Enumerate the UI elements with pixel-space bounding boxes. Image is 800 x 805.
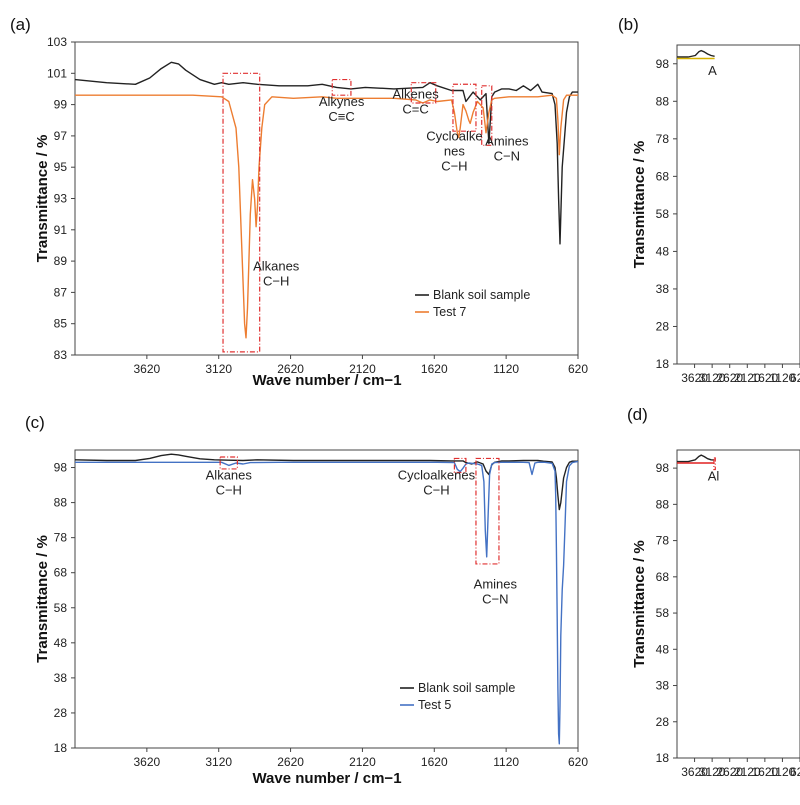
annotation-text: Alkanes [206,467,253,482]
annotation-text: C−N [482,591,508,606]
x-tick-label: 1620 [421,362,448,376]
x-tick-label: 1120 [493,362,519,376]
y-tick-label: 28 [656,319,670,333]
annotation-text: C−H [441,159,467,174]
y-axis-label: Transmittance / % [631,540,648,668]
annotation-text: Alkenes [392,86,439,101]
panel-d: (d)1828384858687888983620312026202120162… [627,405,800,779]
x-tick-label: 3120 [205,755,232,769]
y-tick-label: 78 [656,132,670,146]
panel-b: (b)1828384858687888983620312026202120162… [618,15,800,385]
panel-c: (c) 18 28 38 48 58 68 78 88 98 3620 3120 2620 2120 162… [25,413,588,787]
y-tick-label: 28 [656,715,670,729]
y-tick-label: 83 [54,348,68,362]
y-tick-label: 38 [656,282,670,296]
annotation-text: Amines [485,133,529,148]
annotation-text: Alkynes [319,94,365,109]
x-tick-label: 1120 [493,755,519,769]
y-tick-label: 48 [54,636,68,650]
plot-frame [677,450,800,758]
legend-label: Blank soil sample [433,288,530,302]
x-tick-label: 1620 [421,755,448,769]
y-tick-label: 68 [656,570,670,584]
y-axis-label: Transmittance / % [631,141,648,269]
y-tick-label: 99 [54,98,68,112]
x-tick-label: 3620 [134,755,161,769]
legend-label: Test 5 [418,698,451,712]
annotation-text: C=C [402,101,428,116]
y-tick-label: 98 [656,57,670,71]
legend-label: Test 7 [433,305,466,319]
x-tick-label: 3120 [205,362,232,376]
y-tick-label: 18 [54,741,68,755]
y-axis-label: Transmittance / % [34,535,51,663]
y-tick-label: 88 [656,497,670,511]
series-group [677,455,715,463]
annotation-box [223,73,260,352]
annotation-text: Alkanes [253,258,300,273]
y-tick-label: 101 [47,66,67,80]
annotation-text: Amines [474,576,518,591]
annotation-text: Al [708,468,720,483]
y-tick-label: 58 [656,606,670,620]
annotation-text: C−N [494,148,520,163]
y-tick-label: 18 [656,751,670,765]
y-tick-label: 38 [656,679,670,693]
panel-label: (a) [10,15,31,34]
y-tick-label: 98 [656,461,670,475]
y-tick-label: 85 [54,317,68,331]
y-tick-label: 48 [656,642,670,656]
annotation-text: C−H [263,273,289,288]
series-line-0 [677,51,715,57]
y-tick-label: 48 [656,244,670,258]
y-tick-label: 93 [54,192,68,206]
x-tick-label: 3620 [134,362,161,376]
y-axis-label: Transmittance / % [34,135,51,263]
y-tick-label: 58 [656,207,670,221]
y-tick-label: 98 [54,461,68,475]
x-tick-label: 620 [568,362,588,376]
legend-label: Blank soil sample [418,681,515,695]
y-tick-label: 89 [54,254,68,268]
plot-frame [677,45,800,364]
y-tick-label: 78 [54,531,68,545]
series-line-0 [677,455,715,462]
y-tick-label: 68 [656,169,670,183]
x-axis-label: Wave number / cm−1 [252,770,401,787]
panel-label: (c) [25,413,45,432]
y-tick-label: 91 [54,223,68,237]
y-tick-label: 28 [54,706,68,720]
annotation-text: C≡C [328,109,354,124]
y-tick-label: 68 [54,566,68,580]
y-tick-label: 58 [54,601,68,615]
x-tick-label: 2620 [277,755,304,769]
series-group [677,51,715,59]
panel-label: (b) [618,15,639,34]
y-tick-label: 38 [54,671,68,685]
y-tick-label: 88 [656,94,670,108]
annotation-text: C−H [423,482,449,497]
y-tick-label: 78 [656,534,670,548]
annotation-text: A [708,63,717,78]
x-tick-label: 2120 [349,755,376,769]
panel-label: (d) [627,405,648,424]
x-tick-label: 620 [790,371,800,385]
x-axis-label: Wave number / cm−1 [252,372,401,389]
x-tick-label: 620 [568,755,588,769]
y-tick-label: 88 [54,496,68,510]
annotation-text: nes [444,144,465,159]
y-tick-label: 97 [54,129,68,143]
annotation-text: Cycloalke [426,129,482,144]
y-tick-label: 95 [54,160,68,174]
x-tick-label: 620 [790,765,800,779]
y-tick-label: 18 [656,357,670,371]
y-tick-label: 87 [54,285,68,299]
annotation-text: Cycloalkenes [398,467,476,482]
y-tick-label: 103 [47,35,67,49]
annotation-text: C−H [216,482,242,497]
